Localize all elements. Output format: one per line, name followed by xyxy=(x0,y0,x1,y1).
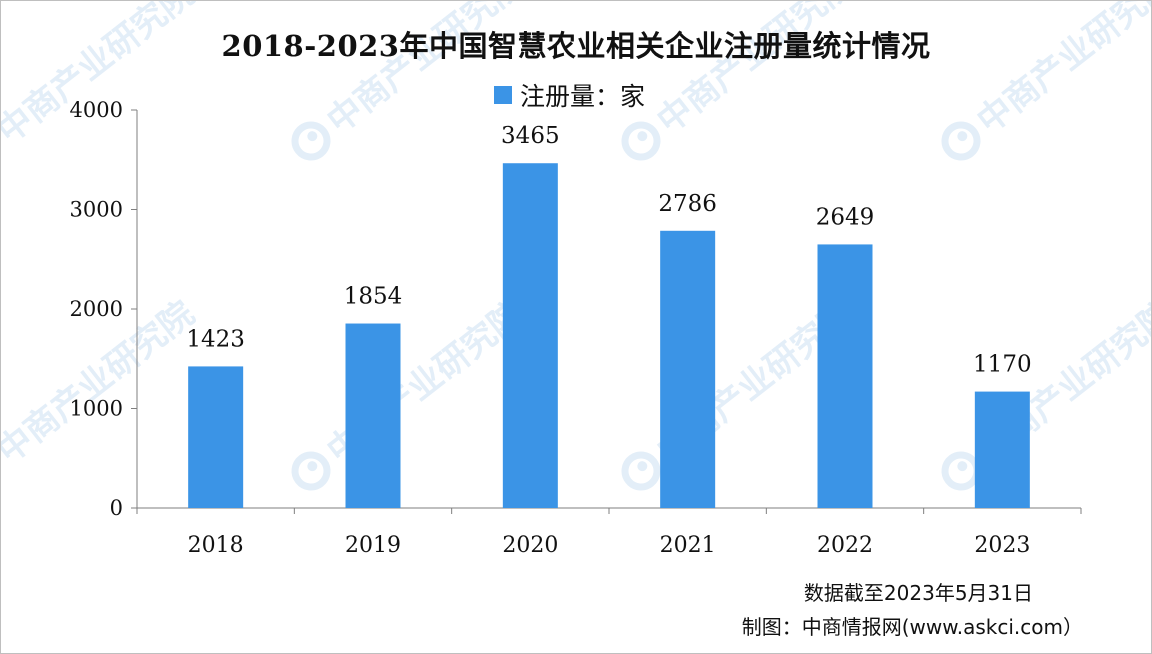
data-label-2019: 1854 xyxy=(344,284,403,310)
y-tick-label: 1000 xyxy=(70,397,123,421)
data-label-2018: 1423 xyxy=(186,326,245,352)
y-tick-label: 0 xyxy=(110,496,123,520)
bar-2019 xyxy=(345,323,401,508)
x-tick-label-2018: 2018 xyxy=(188,533,244,558)
data-date-note: 数据截至2023年5月31日 xyxy=(803,581,1033,605)
source-note: 制图：中商情报网(www.askci.com） xyxy=(741,615,1083,639)
y-tick-label: 2000 xyxy=(70,297,123,321)
x-tick-label-2021: 2021 xyxy=(660,533,716,558)
bar-2021 xyxy=(660,230,716,508)
x-tick-label-2019: 2019 xyxy=(345,533,401,558)
y-tick-label: 4000 xyxy=(70,98,123,122)
bar-2018 xyxy=(188,366,244,508)
bar-2020 xyxy=(502,163,558,509)
legend-swatch xyxy=(494,86,512,104)
legend: 注册量：家 xyxy=(494,79,645,111)
x-tick-label-2020: 2020 xyxy=(502,533,558,558)
x-tick-label-2022: 2022 xyxy=(817,533,873,558)
bar-2023 xyxy=(974,391,1030,508)
data-label-2020: 3465 xyxy=(501,123,560,149)
chart-title: 2018-2023年中国智慧农业相关企业注册量统计情况 xyxy=(221,29,931,63)
bar-2022 xyxy=(817,244,873,508)
y-tick-label: 3000 xyxy=(70,198,123,222)
x-tick-label-2023: 2023 xyxy=(974,533,1030,558)
legend-label: 注册量：家 xyxy=(520,82,646,111)
data-label-2023: 1170 xyxy=(973,352,1032,378)
data-label-2021: 2786 xyxy=(658,191,717,217)
data-label-2022: 2649 xyxy=(816,204,875,230)
